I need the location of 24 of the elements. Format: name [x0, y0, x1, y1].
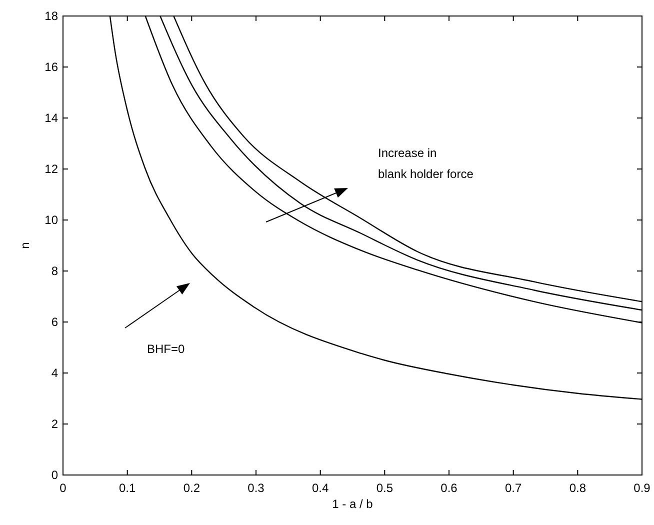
- y-tick-label: 16: [44, 60, 58, 74]
- y-tick-label: 2: [51, 417, 58, 431]
- x-tick-label: 0: [60, 481, 67, 495]
- y-tick-label: 14: [44, 111, 58, 125]
- annotation: Increase in blank holder force: [378, 146, 474, 181]
- x-tick-label: 0.6: [440, 481, 458, 495]
- x-tick-label: 0.2: [183, 481, 200, 495]
- y-tick-label: 8: [51, 264, 58, 278]
- x-tick-label: 0.1: [118, 481, 136, 495]
- y-tick-label: 10: [44, 213, 58, 227]
- x-tick-label: 0.9: [634, 481, 651, 495]
- x-tick-label: 0.4: [312, 481, 329, 495]
- y-tick-label: 6: [51, 315, 58, 329]
- x-tick-label: 0.3: [248, 481, 265, 495]
- y-axis-title: n: [18, 242, 32, 249]
- y-tick-label: 4: [51, 366, 58, 380]
- x-tick-label: 0.5: [376, 481, 394, 495]
- x-tick-label: 0.8: [569, 481, 586, 495]
- x-tick-label: 0.7: [504, 481, 522, 495]
- annotation: BHF=0: [147, 342, 186, 356]
- y-tick-label: 12: [44, 162, 58, 176]
- y-tick-label: 0: [51, 468, 58, 482]
- x-axis-title: 1 - a / b: [332, 497, 374, 511]
- y-tick-label: 18: [44, 9, 58, 23]
